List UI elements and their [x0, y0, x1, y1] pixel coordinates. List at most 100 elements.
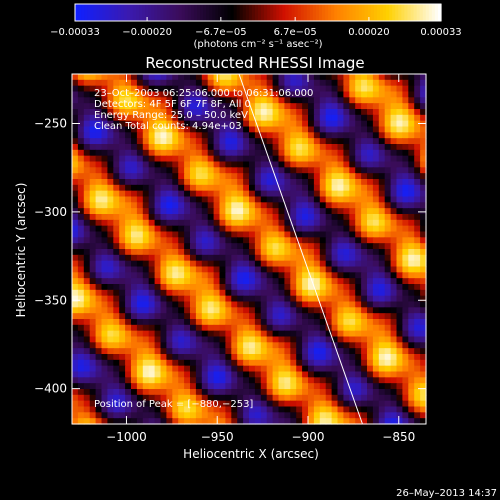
heatmap-cell [343, 114, 350, 122]
heatmap-cell [107, 324, 114, 332]
heatmap-cell [343, 266, 350, 273]
heatmap-cell [190, 319, 197, 326]
heatmap-cell [219, 126, 226, 133]
heatmap-cell [243, 365, 250, 373]
heatmap-cell [396, 85, 403, 93]
heatmap-cell [355, 249, 362, 256]
heatmap-cell [237, 284, 244, 291]
heatmap-cell [308, 109, 315, 116]
heatmap-cell [190, 295, 197, 303]
heatmap-cell [231, 173, 238, 180]
heatmap-cell [95, 406, 103, 413]
heatmap-cell [367, 208, 374, 215]
heatmap-cell [113, 319, 120, 326]
heatmap-cell [178, 208, 185, 215]
heatmap-cell [337, 406, 344, 413]
heatmap-cell [101, 377, 108, 384]
heatmap-cell [284, 179, 291, 186]
heatmap-cell [83, 103, 91, 110]
heatmap-cell [72, 330, 79, 338]
heatmap-cell [402, 365, 409, 373]
heatmap-cell [219, 179, 226, 186]
heatmap-cell [296, 260, 303, 268]
heatmap-cell [408, 184, 415, 192]
heatmap-cell [272, 284, 280, 291]
heatmap-cell [142, 336, 150, 343]
heatmap-cell [372, 138, 380, 145]
heatmap-cell [95, 348, 103, 355]
heatmap-cell [319, 301, 327, 308]
heatmap-cell [136, 225, 144, 233]
heatmap-cell [119, 155, 126, 163]
heatmap-cell [237, 109, 244, 116]
heatmap-cell [95, 184, 103, 192]
heatmap-cell [325, 313, 333, 320]
heatmap-cell [72, 249, 79, 256]
heatmap-cell [390, 179, 398, 186]
heatmap-cell [349, 91, 356, 98]
heatmap-cell [325, 342, 333, 349]
colorbar-cell [197, 4, 201, 21]
heatmap-cell [77, 330, 85, 338]
colorbar-cell [84, 4, 88, 21]
heatmap-cell [113, 249, 120, 256]
heatmap-cell [131, 97, 138, 104]
heatmap-cell [355, 371, 362, 378]
heatmap-cell [372, 254, 380, 262]
heatmap-cell [172, 254, 179, 262]
heatmap-cell [119, 114, 126, 122]
heatmap-cell [313, 354, 321, 361]
heatmap-cell [378, 74, 386, 81]
heatmap-cell [331, 161, 339, 168]
colorbar-cell [392, 4, 396, 21]
heatmap-cell [72, 91, 79, 98]
heatmap-cell [254, 348, 262, 355]
heatmap-cell [355, 348, 362, 355]
heatmap-cell [95, 377, 103, 384]
heatmap-cell [420, 74, 427, 81]
heatmap-cell [207, 85, 215, 93]
heatmap-cell [142, 371, 150, 378]
heatmap-cell [172, 97, 179, 104]
heatmap-cell [219, 231, 226, 238]
heatmap-cell [420, 179, 427, 186]
heatmap-cell [142, 272, 150, 279]
heatmap-cell [331, 79, 339, 87]
heatmap-cell [119, 313, 126, 320]
heatmap-cell [225, 103, 232, 110]
heatmap-cell [302, 406, 309, 413]
heatmap-cell [349, 74, 356, 81]
heatmap-cell [372, 109, 380, 116]
heatmap-cell [190, 85, 197, 93]
heatmap-cell [142, 138, 150, 145]
heatmap-cell [361, 85, 368, 93]
heatmap-cell [402, 208, 409, 215]
heatmap-cell [408, 243, 415, 250]
heatmap-cell [414, 371, 421, 378]
heatmap-cell [414, 295, 421, 303]
heatmap-cell [319, 284, 327, 291]
colorbar-cell [270, 4, 274, 21]
heatmap-cell [77, 214, 85, 221]
heatmap-cell [72, 144, 79, 151]
heatmap-cell [284, 324, 291, 332]
heatmap-cell [414, 109, 421, 116]
heatmap-cell [331, 377, 339, 384]
heatmap-cell [372, 202, 380, 209]
heatmap-cell [178, 295, 185, 303]
heatmap-cell [290, 284, 297, 291]
heatmap-cell [184, 97, 191, 104]
heatmap-cell [254, 254, 262, 262]
heatmap-cell [142, 319, 150, 326]
heatmap-cell [119, 383, 126, 390]
heatmap-cell [313, 196, 321, 203]
heatmap-cell [160, 313, 167, 320]
heatmap-cell [77, 359, 85, 367]
heatmap-cell [113, 74, 120, 81]
heatmap-cell [313, 161, 321, 168]
heatmap-cell [119, 272, 126, 279]
heatmap-cell [190, 149, 197, 157]
heatmap-cell [254, 161, 262, 168]
heatmap-cell [284, 237, 291, 244]
heatmap-cell [160, 348, 167, 355]
